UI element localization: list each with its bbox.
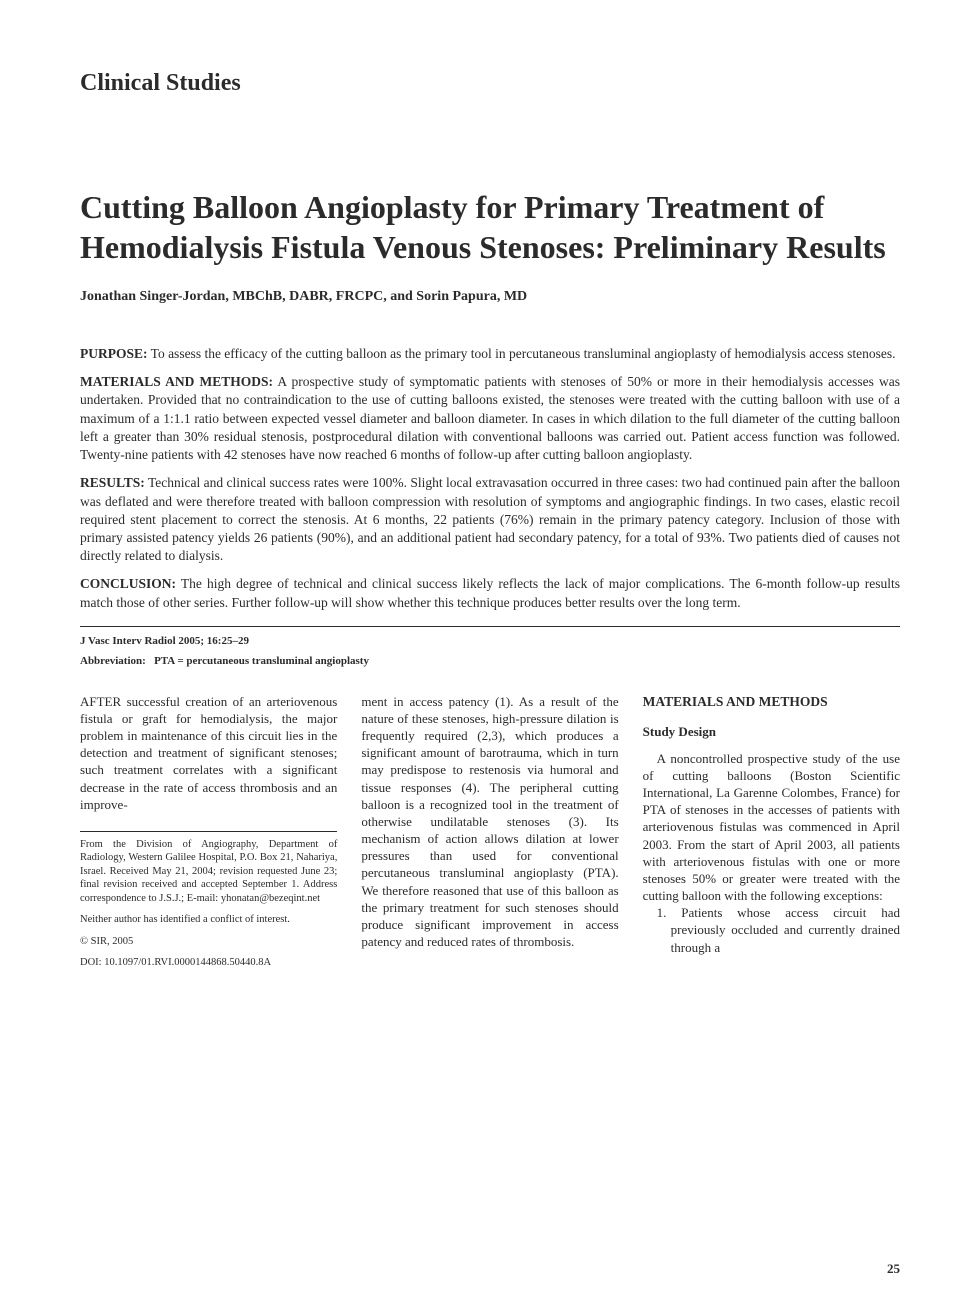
abstract-methods: MATERIALS AND METHODS: A prospective stu… [80,373,900,464]
abbreviation-line: Abbreviation: PTA = percutaneous translu… [80,655,900,667]
purpose-label: PURPOSE: [80,346,148,361]
purpose-text: To assess the efficacy of the cutting ba… [151,346,896,361]
conclusion-label: CONCLUSION: [80,576,176,591]
article-title: Cutting Balloon Angioplasty for Primary … [80,187,900,267]
section-label: Clinical Studies [80,70,900,97]
abbrev-label: Abbreviation: [80,655,146,667]
authors: Jonathan Singer-Jordan, MBChB, DABR, FRC… [80,289,900,305]
abstract-conclusion: CONCLUSION: The high degree of technical… [80,575,900,611]
col2-paragraph: ment in access patency (1). As a result … [361,693,618,950]
conclusion-text: The high degree of technical and clinica… [80,576,900,609]
affiliation-footnote: From the Division of Angiography, Depart… [80,838,337,905]
results-label: RESULTS: [80,475,145,490]
footnotes: From the Division of Angiography, Depart… [80,831,337,970]
exception-item-1: 1. Patients whose access circuit had pre… [643,904,900,955]
methods-label: MATERIALS AND METHODS: [80,374,273,389]
divider [80,626,900,627]
col1-paragraph: AFTER successful creation of an arteriov… [80,693,337,813]
column-2: ment in access patency (1). As a result … [361,693,618,978]
materials-methods-heading: MATERIALS AND METHODS [643,693,900,711]
journal-citation: J Vasc Interv Radiol 2005; 16:25–29 [80,635,900,647]
col1-rest: successful creation of an arteriovenous … [80,694,337,812]
abstract-purpose: PURPOSE: To assess the efficacy of the c… [80,345,900,363]
column-1: AFTER successful creation of an arteriov… [80,693,337,978]
abstract: PURPOSE: To assess the efficacy of the c… [80,345,900,612]
results-text: Technical and clinical success rates wer… [80,475,900,563]
conflict-footnote: Neither author has identified a conflict… [80,913,337,926]
page-number: 25 [887,1261,900,1277]
col1-first-word: AFTER [80,694,121,709]
doi-footnote: DOI: 10.1097/01.RVI.0000144868.50440.8A [80,956,337,969]
col3-paragraph: A noncontrolled prospective study of the… [643,750,900,904]
body-columns: AFTER successful creation of an arteriov… [80,693,900,978]
column-3: MATERIALS AND METHODS Study Design A non… [643,693,900,978]
abbrev-text: PTA = percutaneous transluminal angiopla… [154,655,369,667]
abstract-results: RESULTS: Technical and clinical success … [80,474,900,565]
study-design-heading: Study Design [643,723,900,740]
copyright-footnote: © SIR, 2005 [80,935,337,948]
